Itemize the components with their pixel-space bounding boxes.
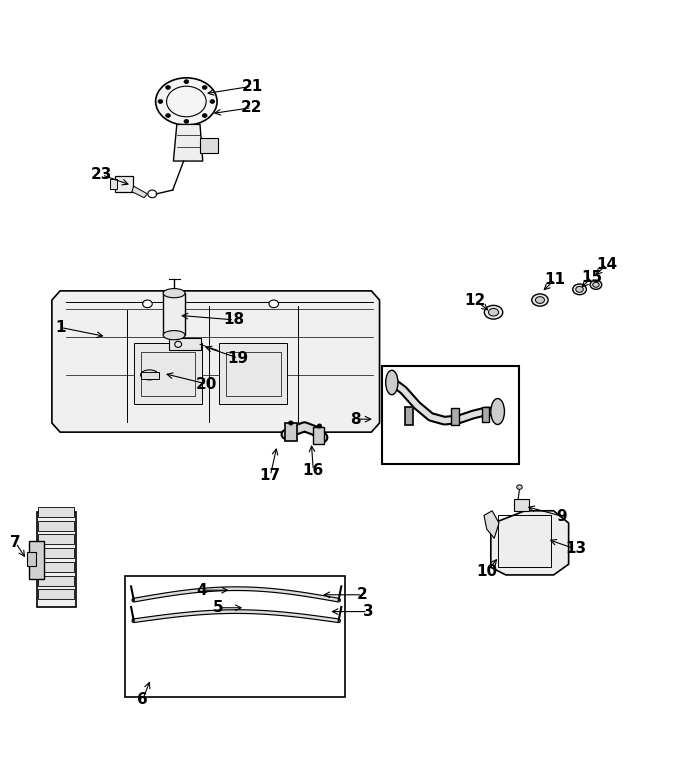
- Bar: [29, 541, 44, 579]
- Bar: [125, 577, 345, 697]
- Polygon shape: [491, 511, 568, 575]
- Ellipse shape: [184, 119, 189, 123]
- Ellipse shape: [590, 280, 602, 289]
- Text: 2: 2: [357, 588, 368, 602]
- Ellipse shape: [576, 286, 583, 292]
- Bar: [382, 366, 519, 464]
- Text: 20: 20: [196, 376, 218, 392]
- Ellipse shape: [166, 86, 170, 90]
- Bar: [38, 535, 74, 545]
- Polygon shape: [174, 125, 202, 161]
- Bar: [134, 343, 202, 404]
- Text: 5: 5: [213, 601, 223, 615]
- Ellipse shape: [317, 424, 321, 428]
- Bar: [116, 176, 133, 191]
- Ellipse shape: [184, 80, 189, 83]
- Ellipse shape: [484, 305, 503, 319]
- Ellipse shape: [516, 485, 522, 490]
- Text: 23: 23: [91, 168, 112, 182]
- Bar: [163, 293, 185, 335]
- Text: 18: 18: [224, 312, 245, 327]
- Text: 13: 13: [565, 542, 586, 556]
- Ellipse shape: [141, 370, 159, 380]
- Polygon shape: [484, 511, 499, 539]
- Bar: [514, 500, 529, 511]
- Bar: [38, 549, 74, 558]
- Text: 19: 19: [228, 350, 249, 366]
- Bar: [285, 423, 297, 441]
- Ellipse shape: [158, 99, 163, 103]
- Ellipse shape: [488, 308, 499, 316]
- Ellipse shape: [536, 297, 544, 304]
- Text: 3: 3: [363, 604, 373, 619]
- Text: 9: 9: [557, 509, 567, 523]
- Bar: [38, 590, 74, 599]
- Bar: [38, 576, 74, 586]
- Bar: [38, 521, 74, 531]
- Bar: [38, 562, 74, 572]
- Ellipse shape: [202, 86, 207, 90]
- Ellipse shape: [156, 78, 217, 125]
- Text: 14: 14: [596, 256, 618, 272]
- Bar: [498, 516, 551, 568]
- Text: 6: 6: [137, 692, 148, 707]
- Ellipse shape: [143, 300, 153, 308]
- Ellipse shape: [386, 370, 398, 395]
- Text: 12: 12: [464, 292, 486, 308]
- Text: 4: 4: [197, 583, 207, 597]
- Text: 15: 15: [581, 269, 603, 285]
- Bar: [405, 407, 413, 425]
- Ellipse shape: [269, 300, 278, 308]
- Bar: [219, 343, 287, 404]
- Text: 21: 21: [241, 79, 263, 94]
- Text: 8: 8: [350, 412, 361, 427]
- Ellipse shape: [289, 421, 293, 425]
- Ellipse shape: [210, 99, 215, 103]
- Bar: [141, 352, 195, 396]
- Polygon shape: [132, 186, 148, 197]
- Ellipse shape: [163, 288, 185, 298]
- Ellipse shape: [491, 399, 505, 425]
- Text: 11: 11: [544, 272, 566, 287]
- Bar: [226, 352, 280, 396]
- Text: 22: 22: [241, 100, 263, 115]
- Bar: [200, 138, 218, 154]
- Bar: [169, 338, 201, 350]
- Bar: [142, 372, 159, 379]
- Text: 1: 1: [55, 320, 66, 335]
- Ellipse shape: [166, 114, 170, 118]
- Polygon shape: [52, 291, 380, 432]
- Ellipse shape: [202, 114, 207, 118]
- Bar: [482, 407, 489, 422]
- Text: 17: 17: [260, 468, 281, 483]
- Bar: [110, 178, 117, 189]
- Text: 7: 7: [10, 536, 21, 550]
- Ellipse shape: [163, 330, 185, 340]
- Ellipse shape: [573, 284, 586, 295]
- Bar: [313, 427, 324, 444]
- Bar: [38, 507, 74, 517]
- Ellipse shape: [531, 294, 548, 306]
- Bar: [27, 552, 36, 566]
- Bar: [451, 409, 460, 425]
- Text: 16: 16: [303, 463, 324, 478]
- Bar: [37, 512, 77, 607]
- Text: 10: 10: [476, 565, 497, 579]
- Ellipse shape: [593, 282, 599, 288]
